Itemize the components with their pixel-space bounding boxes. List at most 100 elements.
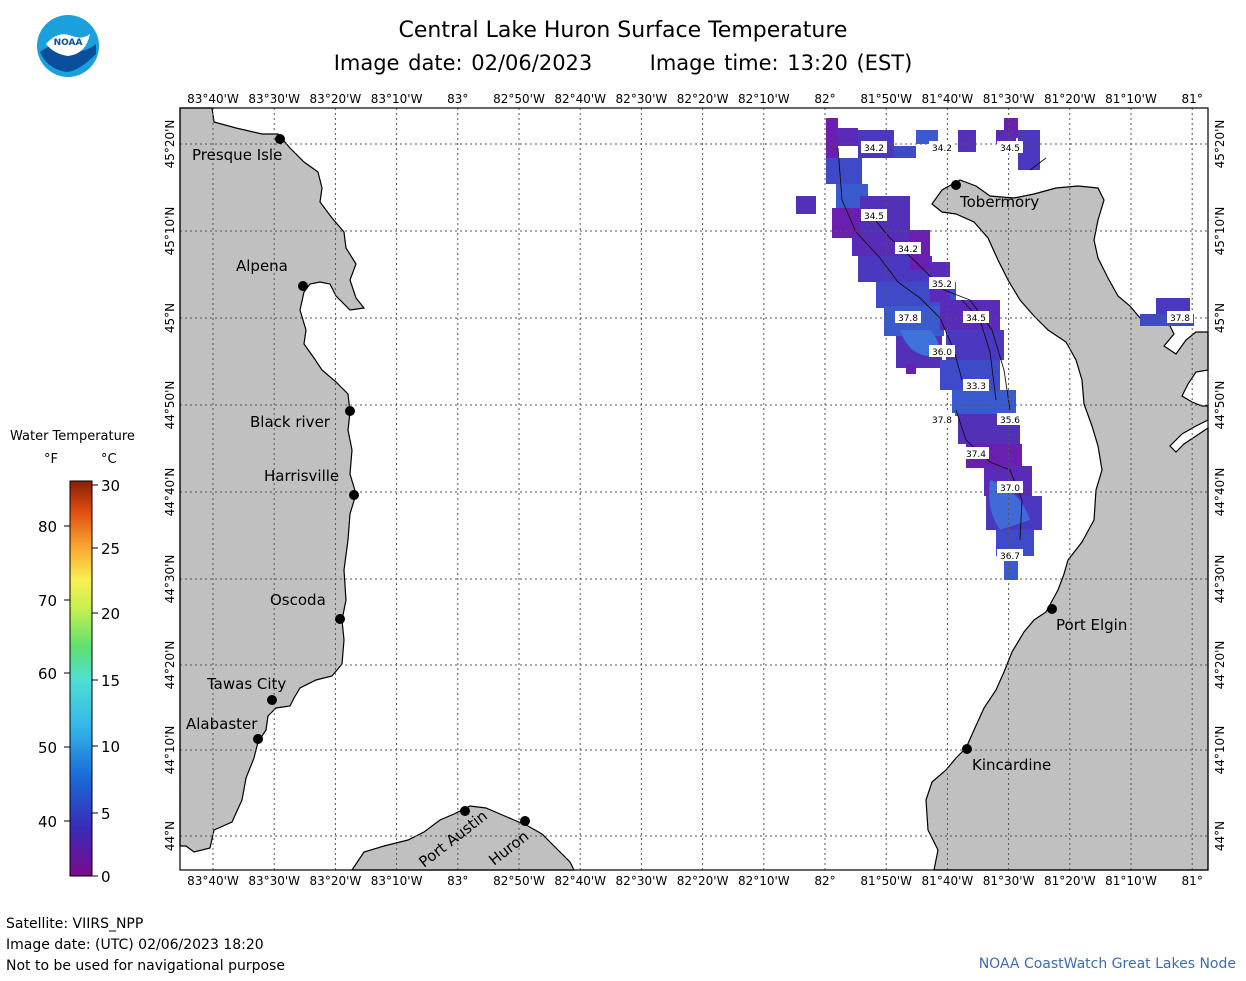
temp-label-bg bbox=[861, 209, 887, 221]
temp-label-bg bbox=[895, 311, 921, 323]
map-frame bbox=[179, 107, 1209, 871]
x-tick-label-bottom: 82°40'W bbox=[554, 874, 606, 888]
x-tick-label-top: 83°40'W bbox=[187, 92, 239, 106]
x-tick-label-top: 81°50'W bbox=[860, 92, 912, 106]
temp-label-bg bbox=[929, 345, 955, 357]
y-tick-label-left: 44°10'N bbox=[163, 726, 177, 775]
y-tick-label-right: 44°N bbox=[1213, 821, 1227, 851]
x-tick-label-bottom: 83°40'W bbox=[187, 874, 239, 888]
footer-credit: NOAA CoastWatch Great Lakes Node bbox=[978, 956, 1236, 972]
y-tick-label-left: 44°50'N bbox=[163, 381, 177, 430]
y-tick-label-left: 44°30'N bbox=[163, 555, 177, 604]
temp-label-bg bbox=[929, 413, 955, 425]
y-tick-label-left: 44°N bbox=[163, 821, 177, 851]
place-marker bbox=[1047, 604, 1057, 614]
temp-label-bg bbox=[963, 379, 989, 391]
place-label: Oscoda bbox=[270, 591, 326, 609]
x-axis-labels: 83°40'W 83°40'W 83°30'W 83°30'W 83°20'W 83°20… bbox=[187, 92, 1203, 888]
temp-label-bg bbox=[997, 549, 1023, 561]
legend-label-f: 70 bbox=[38, 592, 57, 610]
temp-label: 37.4 bbox=[966, 450, 986, 460]
place-label: Black river bbox=[250, 413, 331, 431]
y-tick-label-left: 45°10'N bbox=[163, 207, 177, 256]
sst-pixel-block bbox=[826, 118, 838, 158]
legend-label-c: 25 bbox=[101, 540, 120, 558]
temp-label-bg bbox=[929, 277, 955, 289]
footer-satellite: Satellite: VIIRS_NPP bbox=[6, 916, 144, 932]
temp-label: 37.8 bbox=[898, 314, 918, 324]
temp-label: 34.5 bbox=[966, 314, 986, 324]
temp-label-bg bbox=[963, 447, 989, 459]
place-label: Alpena bbox=[236, 257, 288, 275]
x-tick-label-bottom: 83°20'W bbox=[310, 874, 362, 888]
temp-label: 34.2 bbox=[898, 245, 918, 255]
place-marker bbox=[267, 695, 277, 705]
y-tick-label-right: 45°N bbox=[1213, 303, 1227, 333]
legend-label-f: 50 bbox=[38, 739, 57, 757]
image-date: Image date: 02/06/2023 bbox=[333, 51, 593, 75]
x-tick-label-bottom: 82°10'W bbox=[738, 874, 790, 888]
temp-label-bg bbox=[997, 481, 1023, 493]
temp-label: 34.5 bbox=[864, 212, 884, 222]
legend-label-c: 5 bbox=[101, 805, 111, 823]
y-tick-label-right: 44°20'N bbox=[1213, 641, 1227, 690]
temp-label-bg bbox=[861, 141, 887, 153]
place-marker bbox=[951, 180, 961, 190]
sst-pixel-block bbox=[958, 130, 976, 152]
legend-label-c: 0 bbox=[101, 868, 111, 886]
x-tick-label-top: 83°10'W bbox=[371, 92, 423, 106]
isotherm-line bbox=[961, 299, 997, 401]
legend-label-c: 15 bbox=[101, 672, 120, 690]
temp-label: 37.8 bbox=[1170, 314, 1190, 324]
legend-label-c: 30 bbox=[101, 477, 120, 495]
x-tick-label-top: 81°20'W bbox=[1044, 92, 1096, 106]
place-marker bbox=[962, 744, 972, 754]
x-tick-label-top: 82°30'W bbox=[616, 92, 668, 106]
x-tick-label-top: 82°50'W bbox=[493, 92, 545, 106]
y-tick-label-right: 44°30'N bbox=[1213, 555, 1227, 604]
x-tick-label-bottom: 81°10'W bbox=[1105, 874, 1157, 888]
place-label: Port Elgin bbox=[1056, 616, 1127, 634]
place-marker bbox=[349, 490, 359, 500]
x-tick-label-bottom: 81° bbox=[1182, 874, 1203, 888]
x-tick-label-bottom: 81°30'W bbox=[983, 874, 1035, 888]
legend-title: Water Temperature bbox=[10, 429, 135, 444]
legend-unit-c: °C bbox=[101, 452, 117, 467]
legend-unit-f: °F bbox=[44, 452, 58, 467]
logo-text: NOAA bbox=[54, 38, 83, 48]
temp-label: 36.0 bbox=[932, 348, 952, 358]
image-date-time: Image date: 02/06/2023 Image time: 13:20… bbox=[0, 51, 1246, 75]
temp-label-bg bbox=[997, 413, 1023, 425]
temp-label-bg bbox=[895, 242, 921, 254]
x-tick-label-top: 81°30'W bbox=[983, 92, 1035, 106]
noaa-logo: NOAA bbox=[36, 14, 100, 78]
y-tick-label-left: 44°40'N bbox=[163, 468, 177, 517]
x-tick-label-bottom: 83° bbox=[447, 874, 468, 888]
place-label: Tawas City bbox=[206, 675, 286, 693]
sst-pixel-block bbox=[894, 146, 916, 158]
temp-label: 34.2 bbox=[932, 144, 952, 154]
temp-label-bg bbox=[929, 141, 955, 153]
isotherm-line bbox=[955, 409, 1023, 541]
sst-pixel-block bbox=[996, 130, 1016, 144]
y-tick-label-left: 44°20'N bbox=[163, 641, 177, 690]
x-tick-label-top: 81° bbox=[1182, 92, 1203, 106]
x-tick-label-top: 82°40'W bbox=[554, 92, 606, 106]
footer-utc-date: Image date: (UTC) 02/06/2023 18:20 bbox=[6, 937, 264, 953]
temp-label: 35.6 bbox=[1000, 416, 1020, 426]
temp-label-bg bbox=[1167, 311, 1193, 323]
x-tick-label-bottom: 81°40'W bbox=[922, 874, 974, 888]
sst-pixel-block bbox=[952, 390, 1016, 416]
place-marker bbox=[253, 734, 263, 744]
x-tick-label-top: 81°40'W bbox=[922, 92, 974, 106]
sst-pixel-block bbox=[1004, 556, 1018, 580]
isotherm-line bbox=[869, 213, 1011, 411]
y-tick-label-right: 45°10'N bbox=[1213, 207, 1227, 256]
x-tick-label-bottom: 82°50'W bbox=[493, 874, 545, 888]
x-tick-label-top: 83°20'W bbox=[310, 92, 362, 106]
x-tick-label-bottom: 83°10'W bbox=[371, 874, 423, 888]
x-tick-label-bottom: 82°20'W bbox=[677, 874, 729, 888]
legend-colorbar bbox=[69, 480, 93, 877]
y-tick-label-right: 44°50'N bbox=[1213, 381, 1227, 430]
